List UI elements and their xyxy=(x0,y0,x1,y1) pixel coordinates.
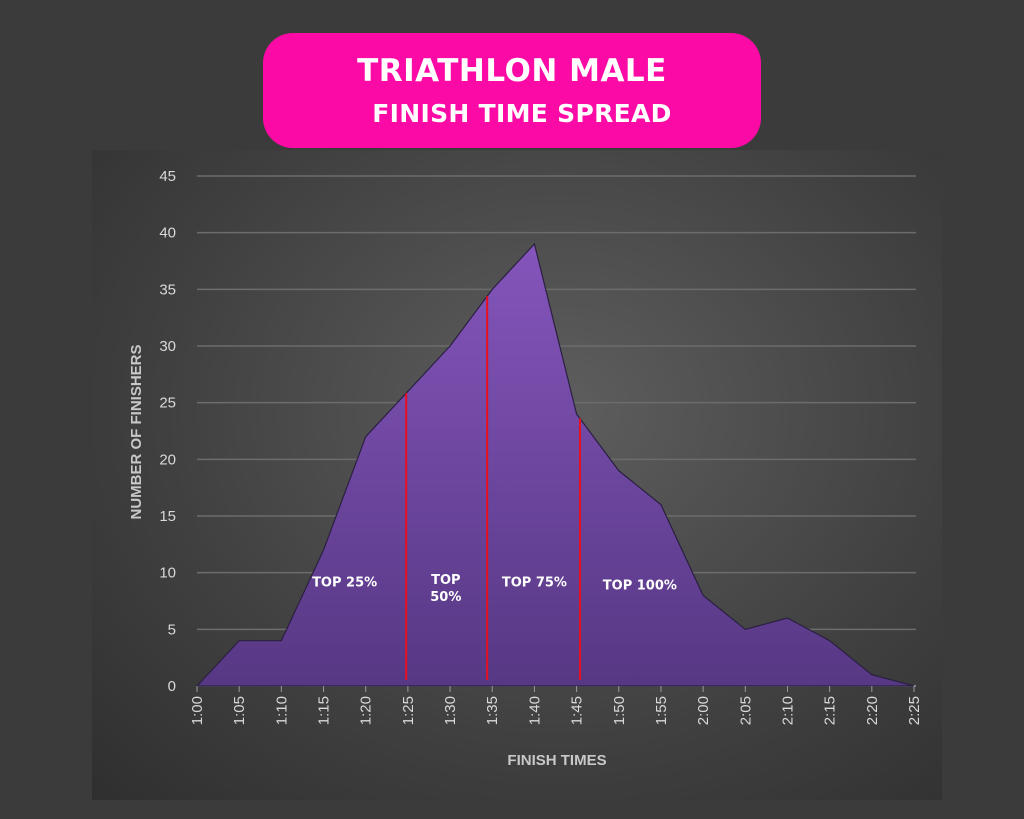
segment-label-line: TOP xyxy=(431,573,460,588)
segment-label-line: 50% xyxy=(430,590,461,605)
area-series xyxy=(195,242,915,687)
segment-label: TOP 100% xyxy=(603,579,677,594)
y-tick-label: 0 xyxy=(168,678,176,695)
x-tick-label: 1:05 xyxy=(231,696,248,725)
y-tick-label: 10 xyxy=(159,565,176,582)
y-tick-label: 15 xyxy=(159,508,176,525)
y-tick-label: 40 xyxy=(159,225,176,242)
y-tick-label: 5 xyxy=(168,621,176,638)
title-line-1: TRIATHLON MALE xyxy=(357,53,667,89)
y-tick-label: 35 xyxy=(159,281,176,298)
x-tick-label: 1:00 xyxy=(189,696,206,725)
x-tick-label: 1:55 xyxy=(653,696,670,725)
x-tick-label: 1:45 xyxy=(569,696,586,725)
x-tick-label: 1:25 xyxy=(400,696,417,725)
segment-label: TOP 50% xyxy=(430,573,461,605)
x-tick-label: 2:10 xyxy=(779,696,796,725)
title-banner: TRIATHLON MALE FINISH TIME SPREAD xyxy=(263,33,761,148)
y-tick-label: 30 xyxy=(159,338,176,355)
x-tick-label: 1:10 xyxy=(273,696,290,725)
segment-label: TOP 75% xyxy=(502,575,567,590)
segment-label: TOP 25% xyxy=(312,575,377,590)
x-tick-label: 1:20 xyxy=(358,696,375,725)
x-axis-label: FINISH TIMES xyxy=(507,752,606,769)
segment-label-line: TOP 25% xyxy=(312,575,377,590)
y-tick-label: 25 xyxy=(159,395,176,412)
x-tick-label: 2:20 xyxy=(864,696,881,725)
segment-label-line: TOP 100% xyxy=(603,579,677,594)
x-tick-label: 1:50 xyxy=(611,696,628,725)
y-axis-label: NUMBER OF FINISHERS xyxy=(128,344,145,519)
segment-label-line: TOP 75% xyxy=(502,575,567,590)
title-line-2: FINISH TIME SPREAD xyxy=(372,99,672,128)
x-tick-label: 1:35 xyxy=(484,696,501,725)
x-tick-label: 1:15 xyxy=(316,696,333,725)
y-tick-label: 20 xyxy=(159,451,176,468)
x-tick-label: 2:25 xyxy=(906,696,923,725)
x-tick-label: 1:30 xyxy=(442,696,459,725)
x-tick-label: 2:15 xyxy=(822,696,839,725)
x-tick-label: 2:05 xyxy=(737,696,754,725)
x-tick-label: 1:40 xyxy=(526,696,543,725)
x-tick-label: 2:00 xyxy=(695,696,712,725)
y-tick-label: 45 xyxy=(159,168,176,185)
